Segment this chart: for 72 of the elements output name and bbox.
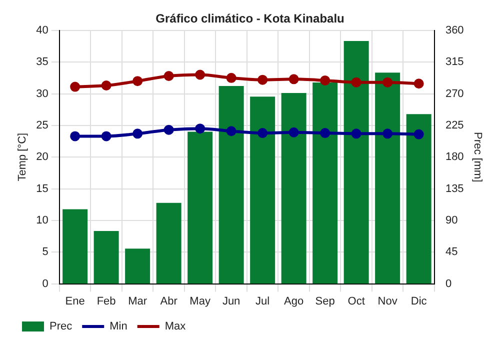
y2-tick-label: 0 bbox=[445, 278, 452, 290]
bar bbox=[62, 209, 88, 284]
point bbox=[101, 131, 112, 142]
bar bbox=[94, 231, 119, 284]
x-tick-label: Abr bbox=[160, 295, 178, 308]
y2-tick-label: 135 bbox=[445, 182, 464, 195]
point bbox=[382, 77, 393, 88]
legend-label: Min bbox=[110, 320, 128, 333]
point bbox=[414, 129, 424, 140]
point bbox=[195, 70, 206, 80]
bar bbox=[344, 40, 369, 284]
y-tick-label: 10 bbox=[36, 214, 48, 226]
y-tick-label: 0 bbox=[42, 278, 48, 290]
y2-axis-title: Prec [mm] bbox=[471, 132, 484, 182]
x-tick-label: Jul bbox=[256, 295, 270, 308]
bar bbox=[281, 93, 306, 284]
x-tick-label: Nov bbox=[378, 295, 398, 308]
point bbox=[195, 124, 206, 134]
x-tick-label: Oct bbox=[348, 295, 365, 308]
point bbox=[414, 78, 424, 89]
y2-tick-label: 180 bbox=[445, 151, 464, 164]
point bbox=[258, 74, 268, 85]
point bbox=[320, 75, 330, 86]
point bbox=[288, 127, 299, 138]
point bbox=[132, 128, 143, 139]
y2-tick-label: 270 bbox=[445, 88, 464, 100]
bar bbox=[406, 114, 432, 284]
x-tick-label: Mar bbox=[128, 295, 148, 308]
legend-label: Prec bbox=[50, 320, 73, 333]
x-tick-label: Sep bbox=[315, 295, 335, 308]
chart-title: Gráfico climático - Kota Kinabalu bbox=[156, 12, 344, 26]
point bbox=[226, 72, 236, 83]
bar bbox=[312, 82, 338, 284]
point bbox=[351, 77, 362, 88]
point bbox=[164, 124, 174, 135]
point bbox=[132, 76, 143, 86]
x-tick-label: Ene bbox=[65, 295, 85, 308]
y2-tick-label: 225 bbox=[445, 119, 464, 132]
x-tick-label: May bbox=[190, 295, 211, 308]
point bbox=[382, 128, 393, 139]
point bbox=[320, 128, 330, 138]
bar bbox=[156, 202, 182, 284]
point bbox=[288, 74, 299, 84]
y-tick-label: 30 bbox=[36, 88, 48, 100]
legend-label: Max bbox=[164, 320, 186, 333]
point bbox=[226, 126, 236, 136]
y-tick-label: 15 bbox=[36, 182, 48, 195]
y2-tick-label: 90 bbox=[445, 214, 458, 226]
y-axis-title: Temp [°C] bbox=[16, 132, 29, 182]
point bbox=[258, 128, 268, 138]
point bbox=[70, 82, 80, 92]
y2-tick-label: 360 bbox=[445, 24, 464, 36]
y-tick-label: 25 bbox=[36, 119, 48, 132]
y2-tick-label: 315 bbox=[445, 56, 464, 68]
x-tick-label: Ago bbox=[284, 295, 304, 308]
point bbox=[101, 80, 112, 91]
point bbox=[70, 131, 80, 142]
bar bbox=[218, 86, 244, 284]
y-tick-label: 40 bbox=[36, 24, 48, 36]
bar bbox=[250, 96, 276, 284]
point bbox=[164, 71, 174, 82]
y-tick-label: 35 bbox=[36, 56, 48, 68]
x-tick-label: Feb bbox=[96, 295, 116, 308]
bar bbox=[188, 132, 213, 284]
bar bbox=[375, 72, 400, 284]
y-tick-label: 20 bbox=[36, 151, 48, 164]
y-tick-label: 5 bbox=[42, 246, 48, 258]
point bbox=[351, 128, 362, 139]
bar bbox=[125, 248, 150, 284]
x-tick-label: Dic bbox=[410, 295, 428, 308]
y2-tick-label: 45 bbox=[445, 246, 458, 258]
x-tick-label: Jun bbox=[222, 295, 240, 308]
